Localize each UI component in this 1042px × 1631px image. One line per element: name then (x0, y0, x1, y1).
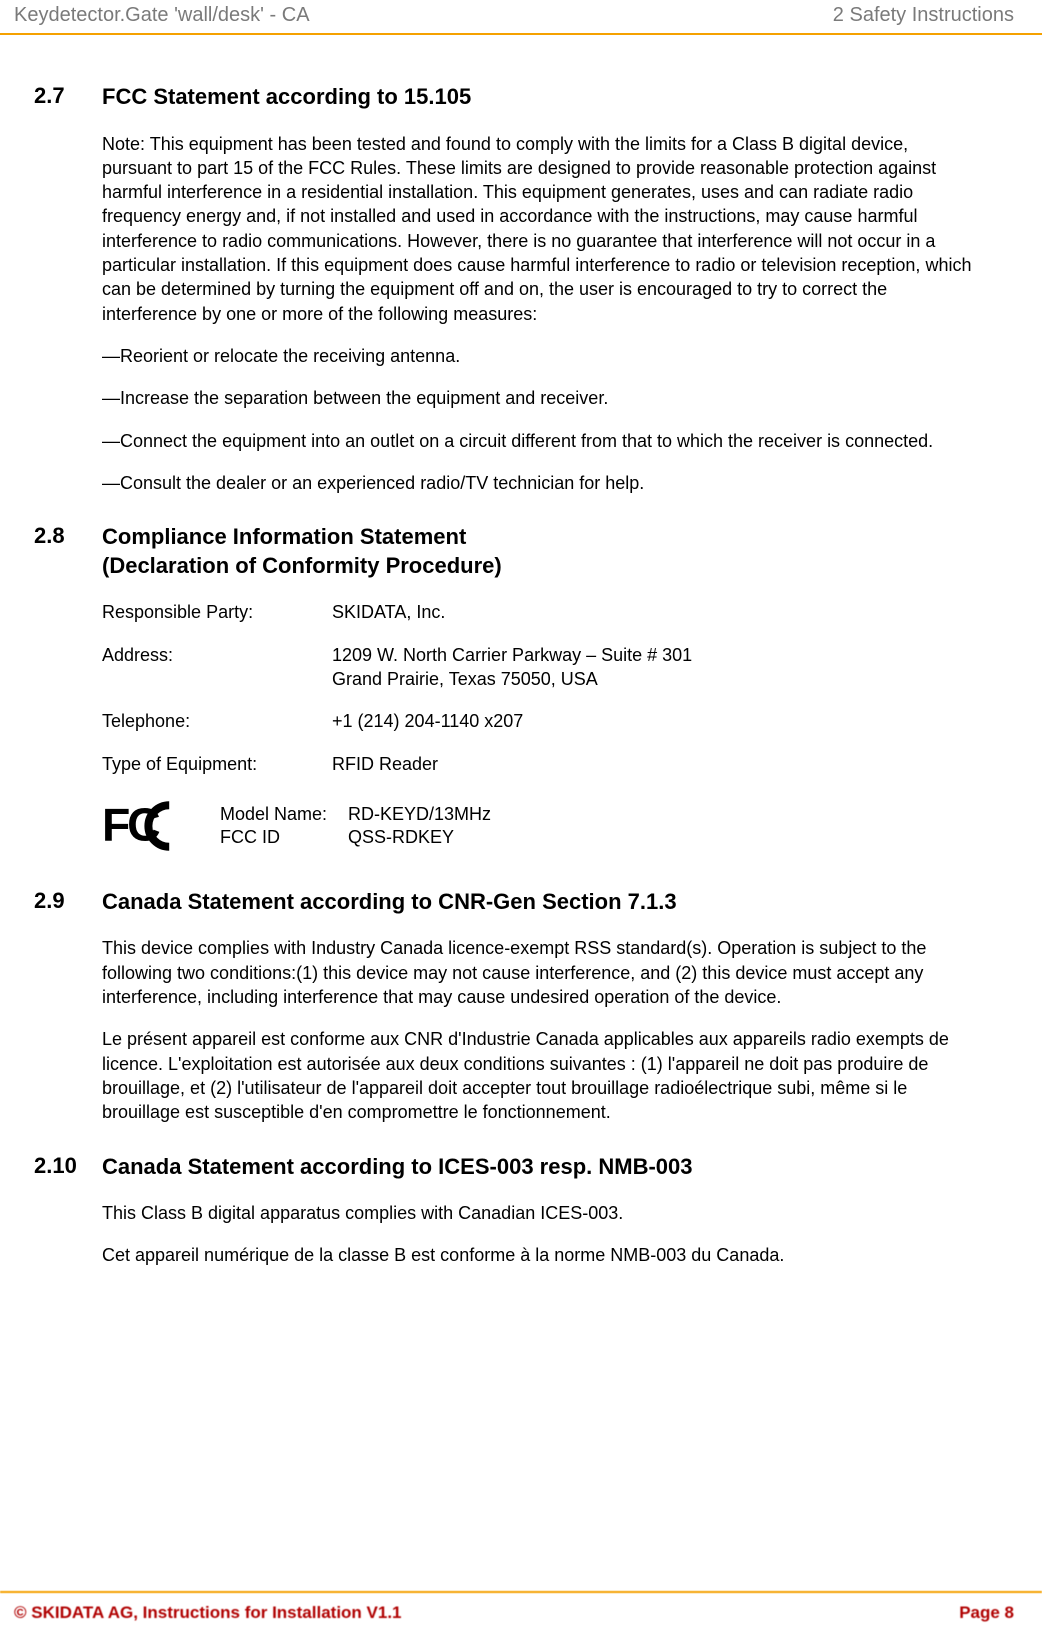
footer-right: Page 8 (959, 1603, 1014, 1623)
heading-title-line2: (Declaration of Conformity Procedure) (102, 553, 502, 578)
section-2-9: 2.9 Canada Statement according to CNR-Ge… (34, 888, 982, 1125)
heading-2-9: 2.9 Canada Statement according to CNR-Ge… (34, 888, 982, 917)
info-row-telephone: Telephone: +1 (214) 204-1140 x207 (102, 709, 982, 733)
measure-item: —Connect the equipment into an outlet on… (102, 429, 982, 453)
heading-number: 2.7 (34, 83, 102, 109)
heading-title: FCC Statement according to 15.105 (102, 83, 471, 112)
document-page: Keydetector.Gate 'wall/desk' - CA 2 Safe… (0, 0, 1042, 1631)
heading-title: Canada Statement according to CNR-Gen Se… (102, 888, 677, 917)
heading-number: 2.8 (34, 523, 102, 549)
header-left: Keydetector.Gate 'wall/desk' - CA (14, 4, 310, 27)
fcc-text: Model Name: RD-KEYD/13MHz FCC ID QSS-RDK… (220, 804, 491, 848)
section-body: Note: This equipment has been tested and… (102, 132, 982, 496)
section-2-8: 2.8 Compliance Information Statement (De… (34, 523, 982, 858)
heading-2-8: 2.8 Compliance Information Statement (De… (34, 523, 982, 580)
page-footer: © SKIDATA AG, Instructions for Installat… (0, 1591, 1042, 1631)
heading-title: Compliance Information Statement (Declar… (102, 523, 502, 580)
section-body: This device complies with Industry Canad… (102, 936, 982, 1124)
heading-number: 2.10 (34, 1153, 102, 1179)
info-row-party: Responsible Party: SKIDATA, Inc. (102, 600, 982, 624)
footer-left: © SKIDATA AG, Instructions for Installat… (14, 1603, 402, 1623)
paragraph: Note: This equipment has been tested and… (102, 132, 982, 326)
heading-2-10: 2.10 Canada Statement according to ICES-… (34, 1153, 982, 1182)
heading-number: 2.9 (34, 888, 102, 914)
paragraph: This device complies with Industry Canad… (102, 936, 982, 1009)
heading-2-7: 2.7 FCC Statement according to 15.105 (34, 83, 982, 112)
address-line1: 1209 W. North Carrier Parkway – Suite # … (332, 645, 692, 665)
address-line2: Grand Prairie, Texas 75050, USA (332, 669, 598, 689)
info-label: Responsible Party: (102, 600, 332, 624)
info-row-address: Address: 1209 W. North Carrier Parkway –… (102, 643, 982, 692)
section-2-10: 2.10 Canada Statement according to ICES-… (34, 1153, 982, 1268)
heading-title: Canada Statement according to ICES-003 r… (102, 1153, 693, 1182)
info-label: Type of Equipment: (102, 752, 332, 776)
measure-item: —Consult the dealer or an experienced ra… (102, 471, 982, 495)
fcc-id-value: QSS-RDKEY (348, 827, 491, 848)
fcc-model-label: Model Name: (220, 804, 340, 825)
info-value: SKIDATA, Inc. (332, 600, 982, 624)
heading-title-line1: Compliance Information Statement (102, 524, 466, 549)
info-value: 1209 W. North Carrier Parkway – Suite # … (332, 643, 982, 692)
fcc-model-value: RD-KEYD/13MHz (348, 804, 491, 825)
section-body: Responsible Party: SKIDATA, Inc. Address… (102, 600, 982, 775)
fcc-logo-icon: FC (102, 794, 198, 858)
section-2-7: 2.7 FCC Statement according to 15.105 No… (34, 83, 982, 495)
fcc-id-label: FCC ID (220, 827, 340, 848)
header-right: 2 Safety Instructions (833, 4, 1014, 27)
page-header: Keydetector.Gate 'wall/desk' - CA 2 Safe… (0, 0, 1042, 35)
paragraph: Le présent appareil est conforme aux CNR… (102, 1027, 982, 1124)
section-body: This Class B digital apparatus complies … (102, 1201, 982, 1268)
info-label: Address: (102, 643, 332, 692)
fcc-block: FC Model Name: RD-KEYD/13MHz FCC ID QSS-… (102, 794, 982, 858)
info-value: +1 (214) 204-1140 x207 (332, 709, 982, 733)
info-label: Telephone: (102, 709, 332, 733)
paragraph: This Class B digital apparatus complies … (102, 1201, 982, 1225)
measure-item: —Increase the separation between the equ… (102, 386, 982, 410)
measure-item: —Reorient or relocate the receiving ante… (102, 344, 982, 368)
page-content: 2.7 FCC Statement according to 15.105 No… (0, 35, 1042, 1591)
info-value: RFID Reader (332, 752, 982, 776)
paragraph: Cet appareil numérique de la classe B es… (102, 1243, 982, 1267)
info-row-type: Type of Equipment: RFID Reader (102, 752, 982, 776)
